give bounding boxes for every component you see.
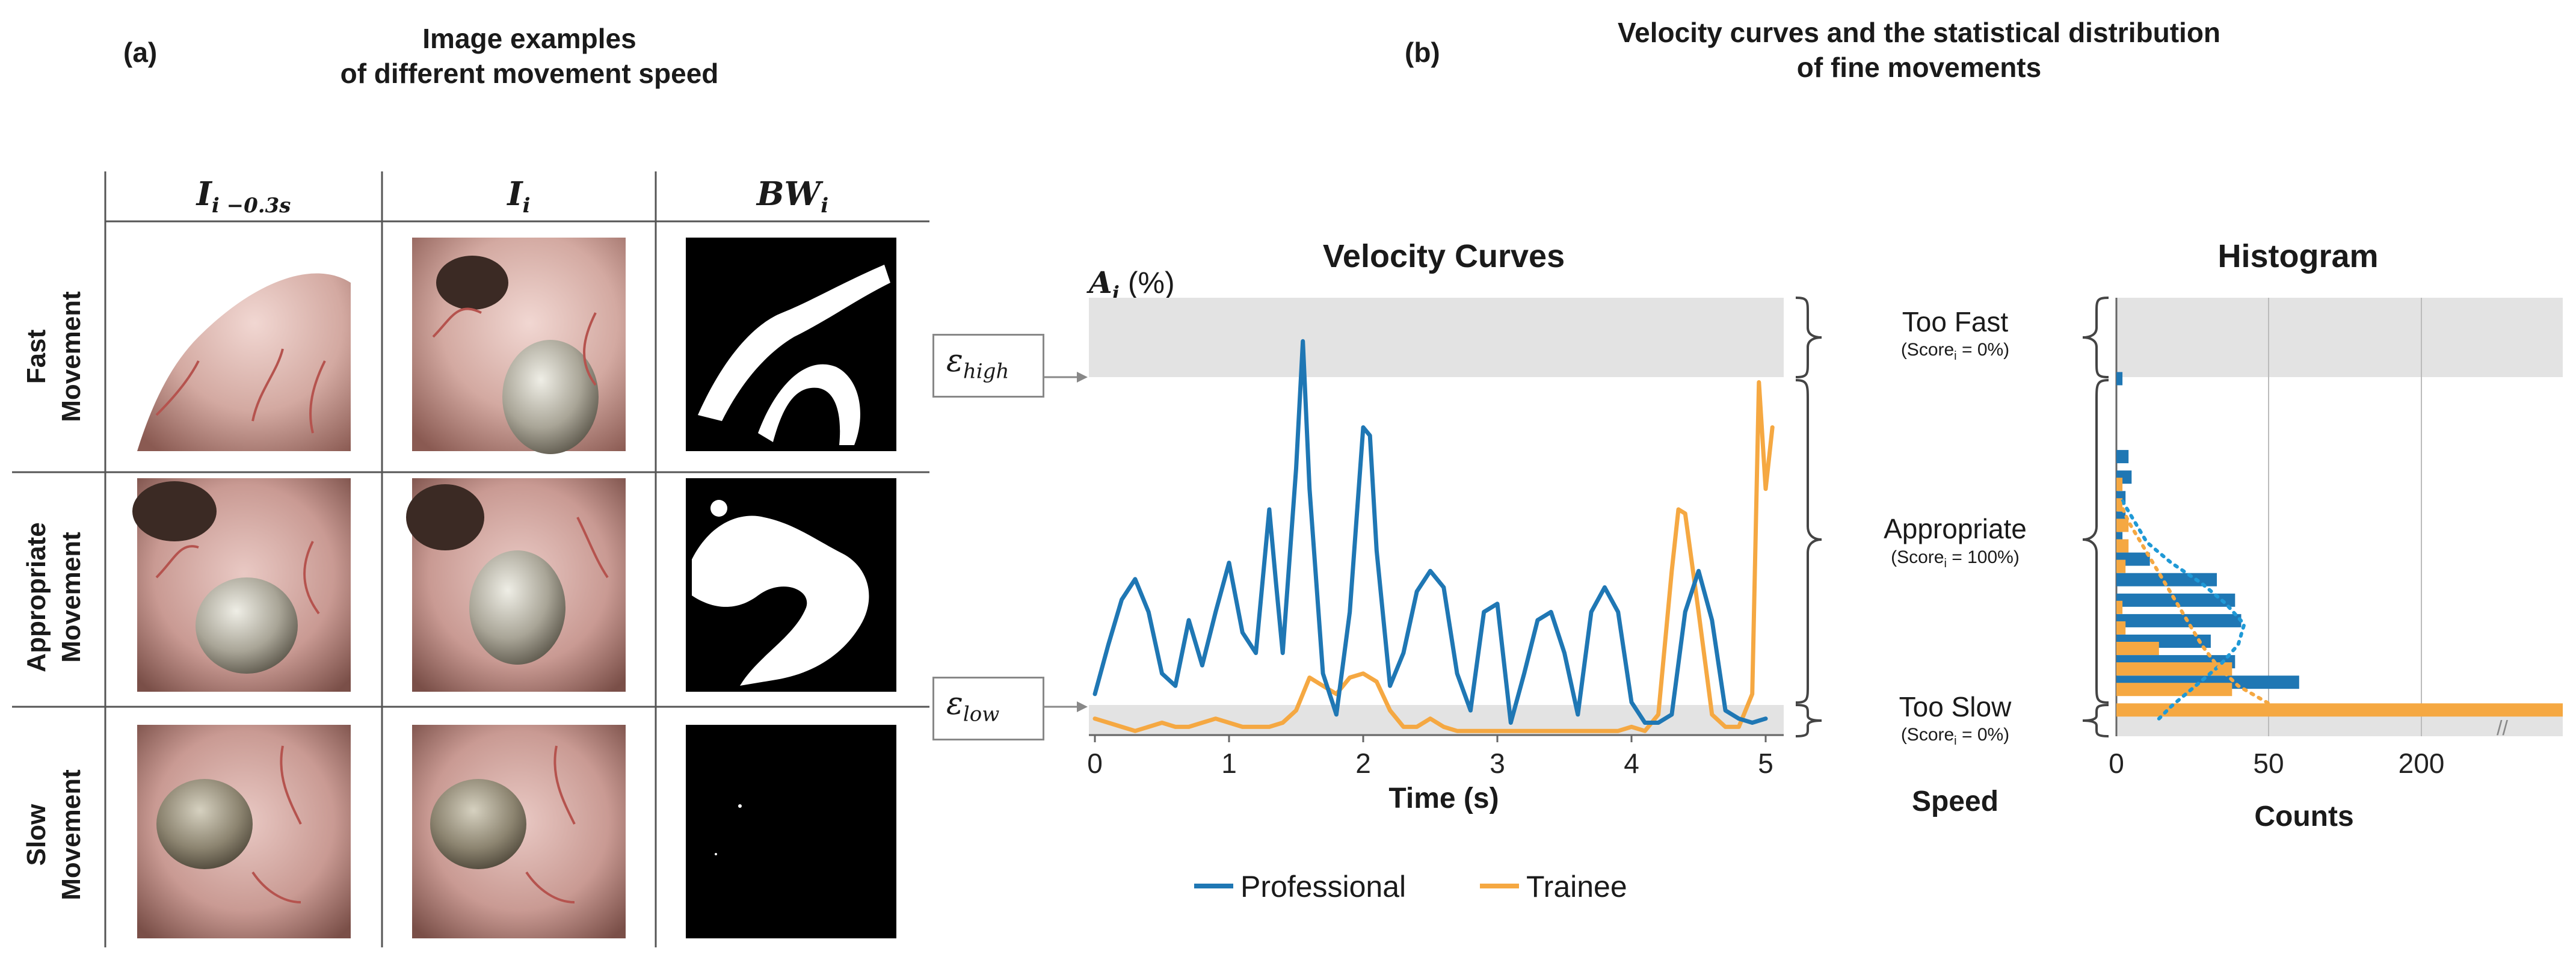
brace-too-slow-right	[2082, 704, 2109, 737]
histogram-x-axis-label: Counts	[2254, 801, 2354, 832]
brace-too-slow	[1795, 704, 1822, 737]
histogram-y-axis-label: Speed	[1911, 786, 1999, 817]
panel-a-grid	[12, 171, 929, 947]
col-header-curr-frame: Ii	[507, 174, 531, 218]
velocity-series-professional	[1092, 339, 1768, 725]
zone-too-fast-label: Too Fast	[1902, 306, 2009, 337]
hist-bar-professional	[2116, 593, 2236, 607]
threshold-low-label: εlow	[946, 686, 1000, 727]
image-slow-prev	[137, 725, 351, 938]
hist-too-fast-band	[2116, 298, 2563, 377]
zone-too-slow-score: (Scorei = 0%)	[1900, 725, 2010, 748]
image-appropriate-bw	[686, 478, 896, 692]
zone-appropriate-score: (Scorei = 100%)	[1891, 547, 2020, 570]
velocity-x-tick-label: 3	[1490, 748, 1505, 779]
professional-fit-curve	[2121, 499, 2246, 721]
hist-bar-trainee	[2116, 662, 2232, 676]
velocity-x-tick-label: 5	[1758, 748, 1773, 779]
legend-professional-label: Professional	[1240, 870, 1407, 903]
threshold-high-label: εhigh	[946, 343, 1009, 384]
brace-too-fast	[1795, 297, 1822, 378]
hist-x-tick-label: 0	[2109, 748, 2124, 779]
too-fast-band	[1089, 298, 1784, 377]
brace-appropriate	[1795, 379, 1822, 704]
hist-bar-professional	[2116, 614, 2242, 627]
hist-bar-trainee	[2116, 621, 2126, 635]
image-appropriate-curr	[406, 478, 626, 692]
hist-bar-professional	[2116, 372, 2123, 386]
threshold-high-box: εhigh	[932, 334, 1044, 398]
hist-bar-trainee	[2116, 703, 2563, 717]
velocity-x-tick-label: 0	[1087, 748, 1103, 779]
legend-trainee-label: Trainee	[1526, 870, 1627, 903]
image-fast-bw	[686, 238, 896, 451]
velocity-x-tick-label: 4	[1624, 748, 1639, 779]
hist-bar-trainee	[2116, 478, 2123, 491]
hist-bar-trainee	[2116, 559, 2126, 573]
panel-a-title: Image examples of different movement spe…	[259, 21, 800, 91]
panel-a-label: (a)	[123, 37, 158, 68]
col-header-prev-frame: Ii −0.3s	[196, 174, 291, 218]
panel-b-title-line1: Velocity curves and the statistical dist…	[1617, 17, 2221, 48]
velocity-x-tick-label: 2	[1355, 748, 1371, 779]
panel-b-title-line2: of fine movements	[1796, 52, 2042, 83]
panel-b-label: (b)	[1405, 37, 1440, 68]
hist-bar-trainee	[2116, 642, 2159, 655]
hist-bar-trainee	[2116, 683, 2232, 697]
panel-a-title-line2: of different movement speed	[340, 58, 719, 89]
velocity-series-trainee	[1092, 380, 1775, 733]
threshold-low-box: εlow	[932, 677, 1044, 740]
velocity-y-axis-label: Ai (%)	[1089, 265, 1175, 304]
image-slow-bw	[686, 725, 896, 938]
velocity-x-axis-label: Time (s)	[1388, 783, 1499, 814]
hist-x-tick-label: 200	[2399, 748, 2445, 779]
image-slow-curr	[412, 725, 626, 938]
hist-x-tick-label: 50	[2253, 748, 2284, 779]
image-appropriate-prev	[132, 478, 351, 692]
brace-too-fast-right	[2082, 297, 2109, 378]
image-fast-curr	[412, 238, 626, 454]
hist-bar-trainee	[2116, 519, 2129, 532]
hist-bar-professional	[2116, 532, 2123, 546]
panel-a-images	[132, 238, 896, 938]
hist-bar-trainee	[2116, 600, 2123, 614]
hist-bar-professional	[2116, 450, 2129, 464]
velocity-x-tick-label: 1	[1221, 748, 1237, 779]
hist-bar-trainee	[2116, 539, 2129, 553]
col-header-bw: BWi	[756, 174, 829, 218]
histogram-title: Histogram	[2217, 238, 2379, 274]
zone-too-slow-label: Too Slow	[1899, 691, 2012, 722]
trainee-fit-curve	[2118, 499, 2276, 709]
brace-appropriate-right	[2082, 379, 2109, 704]
axis-break-mark: //	[2497, 717, 2508, 740]
velocity-chart-title: Velocity Curves	[1322, 238, 1565, 274]
zone-too-fast-score: (Scorei = 0%)	[1900, 340, 2010, 363]
panel-a-title-line1: Image examples	[422, 23, 636, 54]
image-fast-prev	[137, 238, 351, 451]
zone-appropriate-label: Appropriate	[1884, 513, 2027, 544]
panel-b-title: Velocity curves and the statistical dist…	[1468, 15, 2370, 85]
